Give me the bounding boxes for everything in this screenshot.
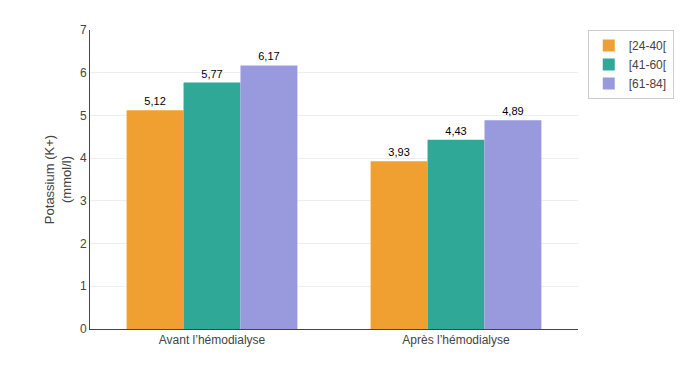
svg-text:[41-60[: [41-60[	[629, 58, 667, 72]
svg-text:2: 2	[80, 237, 87, 251]
svg-text:1: 1	[80, 279, 87, 293]
svg-text:Potassium (K+)(mmol/l): Potassium (K+)(mmol/l)	[42, 135, 74, 224]
svg-text:Après l’hémodialyse: Après l’hémodialyse	[402, 333, 510, 347]
svg-text:0: 0	[80, 322, 87, 336]
svg-text:4: 4	[80, 151, 87, 165]
svg-text:4,89: 4,89	[502, 105, 523, 117]
svg-text:Avant l’hémodialyse: Avant l’hémodialyse	[159, 333, 266, 347]
svg-text:[61-84]: [61-84]	[629, 77, 666, 91]
svg-text:7: 7	[80, 23, 87, 37]
svg-text:3,93: 3,93	[388, 146, 409, 158]
svg-text:3: 3	[80, 194, 87, 208]
svg-text:6: 6	[80, 66, 87, 80]
svg-text:[24-40[: [24-40[	[629, 39, 667, 53]
svg-text:5,12: 5,12	[144, 95, 165, 107]
svg-text:6,17: 6,17	[258, 50, 279, 62]
svg-text:4,43: 4,43	[445, 125, 466, 137]
svg-text:5,77: 5,77	[201, 68, 222, 80]
svg-text:5: 5	[80, 109, 87, 123]
